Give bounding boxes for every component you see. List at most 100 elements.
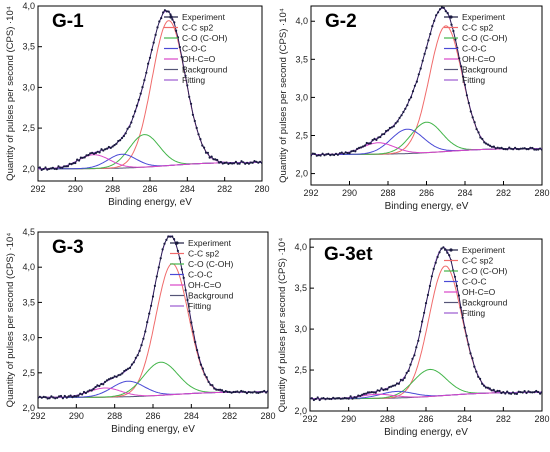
x-tick-label: 290 bbox=[342, 188, 357, 198]
experiment-point bbox=[386, 388, 389, 391]
experiment-point bbox=[500, 391, 503, 395]
experiment-point bbox=[433, 19, 436, 22]
experiment-point bbox=[238, 162, 241, 165]
experiment-point bbox=[455, 284, 458, 287]
experiment-point bbox=[438, 251, 441, 254]
experiment-point bbox=[107, 145, 110, 149]
experiment-point bbox=[122, 134, 125, 138]
legend-marker bbox=[449, 248, 453, 252]
series-c-c-sp2 bbox=[38, 20, 262, 170]
experiment-point bbox=[219, 388, 222, 391]
experiment-point bbox=[46, 397, 49, 400]
experiment-point bbox=[370, 391, 373, 394]
experiment-point bbox=[195, 126, 198, 130]
experiment-point bbox=[91, 151, 94, 154]
legend-item: C-O (C-OH) bbox=[182, 33, 227, 43]
experiment-point bbox=[214, 158, 217, 161]
x-tick-label: 288 bbox=[380, 414, 395, 424]
experiment-point bbox=[139, 92, 142, 95]
experiment-point bbox=[539, 392, 542, 395]
y-tick-label: 2,0 bbox=[22, 164, 35, 174]
x-tick-label: 290 bbox=[68, 184, 83, 194]
experiment-point bbox=[531, 391, 534, 394]
experiment-point bbox=[517, 390, 520, 393]
experiment-point bbox=[396, 120, 399, 123]
experiment-point bbox=[38, 395, 42, 398]
x-tick-label: 286 bbox=[419, 188, 434, 198]
experiment-point bbox=[390, 126, 393, 129]
experiment-point bbox=[219, 160, 222, 164]
experiment-point bbox=[498, 389, 501, 393]
experiment-point bbox=[104, 380, 107, 383]
experiment-point bbox=[533, 148, 536, 151]
experiment-point bbox=[423, 52, 426, 56]
experiment-point bbox=[492, 388, 495, 391]
experiment-point bbox=[117, 374, 120, 377]
experiment-point bbox=[463, 326, 466, 329]
experiment-point bbox=[201, 144, 204, 147]
experiment-point bbox=[255, 391, 258, 394]
experiment-point bbox=[319, 154, 322, 157]
experiment-point bbox=[121, 372, 124, 375]
experiment-point bbox=[485, 142, 488, 145]
experiment-point bbox=[130, 363, 133, 366]
experiment-point bbox=[92, 152, 96, 155]
experiment-point bbox=[90, 389, 93, 392]
experiment-point bbox=[460, 65, 463, 68]
y-tick-label: 3,0 bbox=[295, 92, 308, 102]
experiment-point bbox=[184, 289, 187, 292]
experiment-point bbox=[377, 136, 380, 139]
experiment-point bbox=[504, 148, 507, 151]
experiment-point bbox=[375, 138, 378, 141]
experiment-point bbox=[165, 10, 168, 13]
experiment-point bbox=[419, 330, 422, 333]
experiment-point bbox=[193, 119, 196, 123]
experiment-point bbox=[244, 162, 247, 165]
experiment-point bbox=[51, 166, 55, 169]
experiment-point bbox=[152, 41, 155, 44]
experiment-point bbox=[111, 376, 114, 379]
experiment-point bbox=[484, 386, 487, 389]
legend-item: Fitting bbox=[462, 308, 485, 318]
experiment-point bbox=[397, 382, 400, 385]
experiment-point bbox=[127, 367, 130, 370]
experiment-point bbox=[471, 357, 474, 360]
experiment-point bbox=[265, 391, 268, 394]
plot-frame bbox=[37, 5, 263, 182]
experiment-point bbox=[390, 385, 393, 388]
experiment-point bbox=[266, 390, 268, 393]
legend-item: C-C sp2 bbox=[462, 23, 493, 33]
experiment-point bbox=[113, 144, 116, 147]
experiment-point bbox=[440, 6, 443, 9]
experiment-point bbox=[85, 154, 88, 157]
experiment-point bbox=[253, 390, 256, 393]
x-tick-label: 288 bbox=[380, 188, 395, 198]
experiment-point bbox=[407, 369, 410, 372]
experiment-point bbox=[234, 160, 237, 163]
experiment-point bbox=[194, 340, 197, 344]
legend-item: C-O (C-OH) bbox=[462, 33, 507, 43]
experiment-point bbox=[53, 167, 56, 170]
panel-title: G-3 bbox=[52, 237, 84, 258]
experiment-point bbox=[146, 321, 149, 324]
experiment-point bbox=[410, 96, 413, 99]
experiment-point bbox=[48, 167, 51, 170]
experiment-point bbox=[196, 349, 199, 352]
experiment-point bbox=[399, 378, 402, 381]
experiment-point bbox=[61, 397, 64, 400]
legend-item: OH-C=O bbox=[182, 54, 216, 64]
experiment-point bbox=[515, 147, 519, 151]
chart-panel-1: 292 290 288 286 284 282 280 2,0 2,5 3,0 3,5 4,0 Bind… bbox=[5, 1, 270, 208]
experiment-point bbox=[259, 391, 262, 394]
experiment-point bbox=[535, 148, 538, 151]
experiment-point bbox=[523, 147, 526, 150]
experiment-point bbox=[234, 390, 237, 393]
experiment-point bbox=[394, 384, 397, 387]
experiment-point bbox=[78, 159, 81, 162]
experiment-point bbox=[52, 396, 55, 399]
experiment-point bbox=[72, 162, 75, 165]
experiment-point bbox=[488, 387, 491, 390]
x-axis-label: Binding energy, eV bbox=[111, 424, 195, 435]
experiment-point bbox=[525, 391, 528, 395]
